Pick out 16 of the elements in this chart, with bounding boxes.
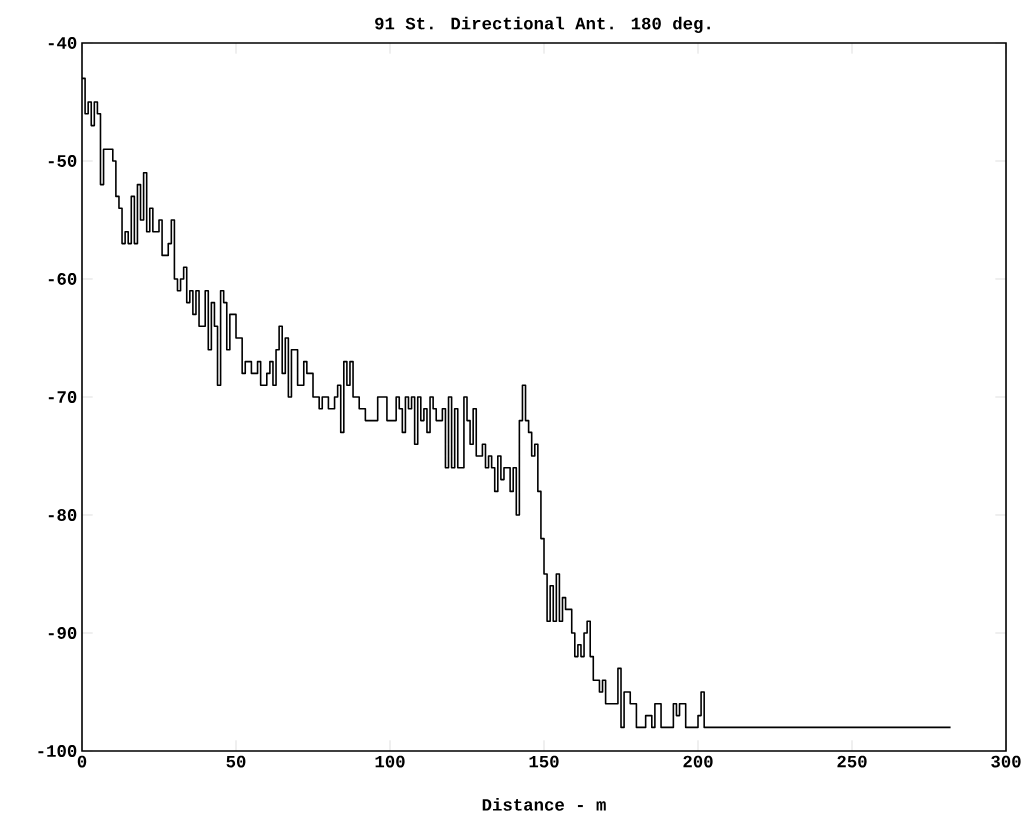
x-tick-label: 0 — [77, 755, 87, 768]
x-tick-label: 250 — [837, 755, 867, 768]
chart-title: 91 St. Directional Ant. 180 deg. — [375, 16, 710, 33]
y-tick-label: -40 — [48, 37, 77, 49]
y-tick-label: -70 — [48, 391, 77, 403]
x-tick-label: 150 — [529, 755, 559, 768]
y-tick-label: -60 — [48, 273, 77, 285]
y-tick-label: -80 — [48, 509, 77, 521]
y-tick-label: -100 — [38, 745, 77, 757]
y-tick-label: -90 — [48, 627, 77, 639]
x-tick-label: 50 — [226, 755, 246, 768]
x-tick-label: 300 — [991, 755, 1021, 768]
x-axis-title: Distance - m — [482, 797, 606, 811]
x-tick-label: 100 — [375, 755, 405, 768]
y-tick-label: -50 — [48, 155, 77, 167]
x-tick-label: 200 — [683, 755, 713, 768]
